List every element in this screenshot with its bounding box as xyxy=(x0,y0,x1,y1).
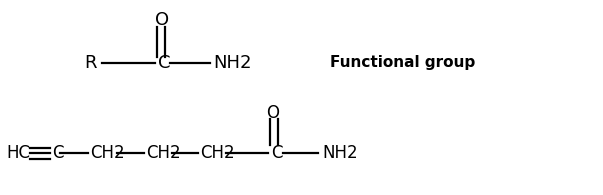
Text: NH2: NH2 xyxy=(213,54,251,72)
Text: O: O xyxy=(155,11,169,29)
Text: R: R xyxy=(84,54,96,72)
Text: C: C xyxy=(52,144,63,162)
Text: HC: HC xyxy=(6,144,30,162)
Text: NH2: NH2 xyxy=(322,144,358,162)
Text: O: O xyxy=(267,104,280,122)
Text: C: C xyxy=(158,54,171,72)
Text: CH2: CH2 xyxy=(146,144,181,162)
Text: Functional group: Functional group xyxy=(330,56,475,71)
Text: CH2: CH2 xyxy=(200,144,235,162)
Text: C: C xyxy=(271,144,282,162)
Text: CH2: CH2 xyxy=(90,144,125,162)
